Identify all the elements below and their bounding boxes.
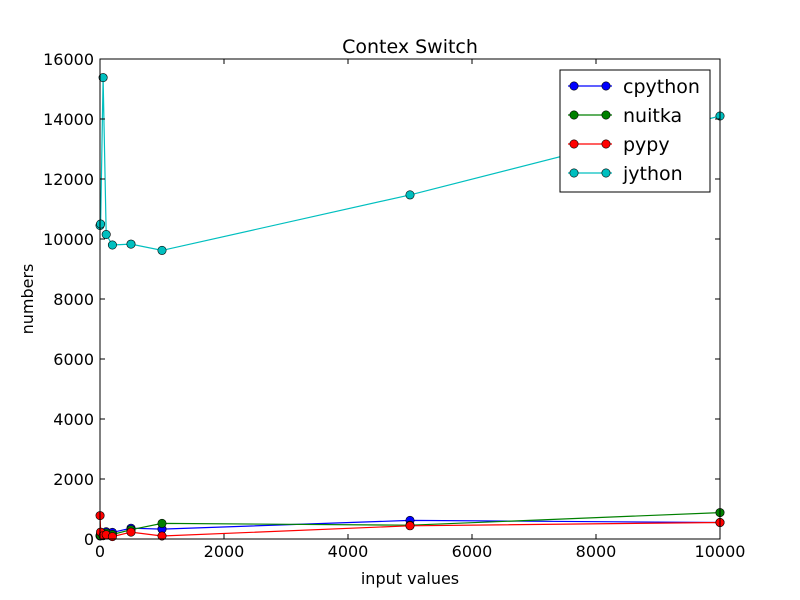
y-tick-label: 10000 xyxy=(43,230,94,249)
y-tick-label: 16000 xyxy=(43,50,94,69)
x-axis-label: input values xyxy=(361,569,459,588)
y-tick-label: 6000 xyxy=(53,350,94,369)
y-tick-label: 0 xyxy=(84,530,94,549)
y-tick-label: 8000 xyxy=(53,290,94,309)
legend-item-pypy: pypy xyxy=(568,134,670,156)
y-tick-label: 12000 xyxy=(43,170,94,189)
legend-marker xyxy=(601,139,611,149)
legend-item-nuitka: nuitka xyxy=(568,105,682,127)
chart-title: Contex Switch xyxy=(342,36,478,58)
data-point xyxy=(107,240,117,250)
data-point xyxy=(405,521,415,531)
legend-frame xyxy=(559,69,711,193)
ticks-layer: 0 2000 4000 6000 8000 10000 0 2000 4000 6000 8000 1… xyxy=(43,50,745,561)
legend-marker xyxy=(569,168,579,178)
legend-label: jython xyxy=(622,163,683,185)
x-tick-label: 0 xyxy=(95,542,105,561)
data-point xyxy=(405,190,415,200)
series-layer xyxy=(95,73,725,542)
legend-marker xyxy=(569,139,579,149)
legend-marker xyxy=(601,110,611,120)
x-tick-label: 10000 xyxy=(695,542,746,561)
x-tick-label: 6000 xyxy=(452,542,493,561)
x-tick-label: 4000 xyxy=(328,542,369,561)
legend-marker xyxy=(569,81,579,91)
series-jython xyxy=(95,73,725,255)
data-point xyxy=(157,518,167,528)
legend-label: nuitka xyxy=(623,105,682,127)
legend-label: cpython xyxy=(623,76,700,98)
data-point xyxy=(126,527,136,537)
legend-marker xyxy=(601,81,611,91)
data-point xyxy=(98,73,108,83)
legend-label: pypy xyxy=(623,134,670,156)
legend-item-jython: jython xyxy=(568,163,683,185)
x-tick-label: 2000 xyxy=(204,542,245,561)
data-point xyxy=(101,230,111,240)
y-tick-label: 2000 xyxy=(53,470,94,489)
y-tick-label: 14000 xyxy=(43,110,94,129)
data-point xyxy=(157,245,167,255)
data-point xyxy=(96,219,106,229)
legend-marker xyxy=(569,110,579,120)
data-point xyxy=(126,239,136,249)
y-tick-label: 4000 xyxy=(53,410,94,429)
y-axis-label: numbers xyxy=(18,264,37,335)
x-tick-label: 8000 xyxy=(576,542,617,561)
legend: cpython nuitka pypy jython xyxy=(559,69,711,193)
legend-item-cpython: cpython xyxy=(568,76,700,98)
data-point xyxy=(107,532,117,542)
legend-marker xyxy=(601,168,611,178)
data-point xyxy=(157,531,167,541)
